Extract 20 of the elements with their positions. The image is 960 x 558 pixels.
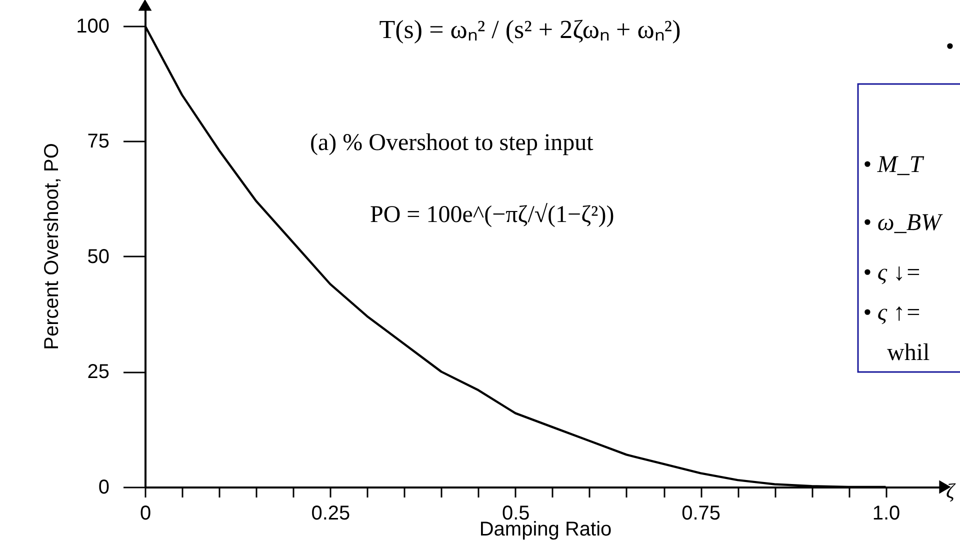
text: ζ [946, 479, 956, 503]
y-tick-label: 100 [76, 15, 110, 38]
annotation: • ς ↑= [863, 300, 922, 326]
annotation: • ω_BW [863, 210, 944, 236]
x-tick-label: 0.75 [682, 502, 721, 524]
annotation: • [946, 34, 954, 60]
annotation: T(s) = ωₙ² / (s² + 2ζωₙ + ωₙ²) [379, 15, 681, 44]
annotation: (a) % Overshoot to step input [310, 130, 594, 156]
annotation: • M_T [863, 152, 924, 178]
y-tick-label: 0 [98, 476, 110, 498]
y-tick-label: 75 [87, 130, 110, 153]
x-tick-label: 1.0 [872, 502, 900, 524]
annotation: • ς ↓= [863, 260, 922, 286]
y-tick-label: 25 [87, 361, 110, 384]
x-tick-label: 0.25 [311, 502, 350, 524]
y-tick-label: 50 [87, 246, 110, 268]
x-tick-label: 0 [140, 502, 152, 524]
annotation: whil [887, 340, 930, 366]
y-axis-title: Percent Overshoot, PO [41, 143, 64, 350]
annotation: PO = 100e^(−πζ/√(1−ζ²)) [370, 202, 614, 228]
